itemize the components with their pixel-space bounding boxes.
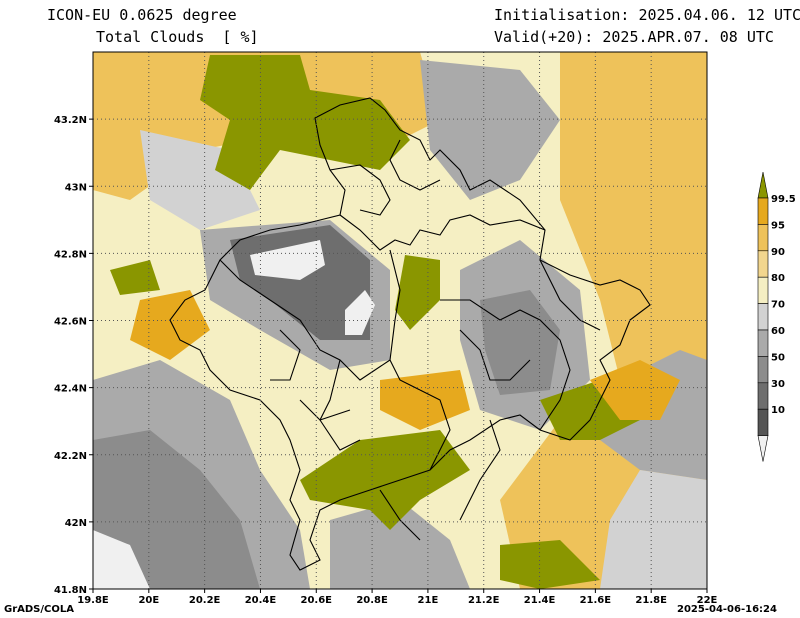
lon-tick-label: 21.2E: [468, 595, 500, 606]
variable-title: Total Clouds [ %]: [96, 28, 259, 46]
colorbar-label: 90: [771, 247, 785, 258]
grid-lines: [93, 52, 707, 589]
lon-tick-label: 21.8E: [635, 595, 667, 606]
initialisation-time: Initialisation: 2025.04.06. 12 UTC: [494, 6, 800, 24]
lat-tick-label: 42.4N: [54, 384, 87, 395]
lon-tick-label: 20.4E: [245, 595, 277, 606]
colorbar-label: 30: [771, 379, 785, 390]
colorbar-segment: [757, 303, 769, 331]
colorbar-label: 60: [771, 326, 785, 337]
lat-tick-label: 43N: [65, 182, 87, 193]
longitude-ticks: 19.8E 20E 20.2E 20.4E 20.6E 20.8E 21E 21.2E 21.4…: [77, 589, 718, 606]
lon-tick-label: 21.6E: [580, 595, 612, 606]
colorbar-label: 95: [771, 220, 785, 231]
latitude-ticks: 43.2N 43N 42.8N 42.6N 42.4N 42.2N 42N 41.8N: [54, 115, 93, 596]
lon-tick-label: 21.4E: [524, 595, 556, 606]
colorbar: 99.5 95 90 80 70 60 50 30 10: [757, 171, 796, 462]
colorbar-label: 50: [771, 352, 785, 363]
colorbar-top-arrow: [757, 171, 769, 199]
cloud-patch-south-olive: [300, 430, 470, 530]
lat-tick-label: 41.8N: [54, 585, 87, 596]
lon-tick-label: 22E: [697, 595, 718, 606]
lat-tick-label: 42N: [65, 518, 87, 529]
lon-tick-label: 21E: [418, 595, 439, 606]
colorbar-label: 80: [771, 273, 785, 284]
colorbar-label: 10: [771, 405, 785, 416]
colorbar-segment: [757, 224, 769, 252]
cloud-field-sw-clear: [93, 530, 150, 589]
cloud-patch-orange-3: [130, 290, 210, 360]
map-area: [93, 52, 707, 589]
lat-tick-label: 43.2N: [54, 115, 87, 126]
cloud-patch-west-olive: [110, 260, 160, 295]
colorbar-label: 70: [771, 300, 785, 311]
cloud-patch-central-olive: [395, 255, 440, 330]
lon-tick-label: 20.6E: [301, 595, 333, 606]
cloud-field-se-grey: [600, 470, 707, 589]
cloud-patch-orange-1: [380, 370, 470, 430]
cloud-field-sw-dark: [93, 430, 260, 589]
model-title: ICON-EU 0.0625 degree: [47, 6, 237, 24]
lon-tick-label: 20E: [138, 595, 159, 606]
cloud-patch-ssw-olive: [500, 540, 600, 589]
lon-tick-label: 20.2E: [189, 595, 221, 606]
lat-tick-label: 42.6N: [54, 317, 87, 328]
cloud-void-1: [250, 240, 325, 280]
cloud-patch-orange-2: [590, 360, 680, 420]
colorbar-segment: [757, 408, 769, 436]
timestamp-label: 2025-04-06-16:24: [677, 604, 777, 615]
valid-time: Valid(+20): 2025.APR.07. 08 UTC: [494, 28, 774, 46]
lat-tick-label: 42.2N: [54, 451, 87, 462]
colorbar-segment: [757, 197, 769, 225]
colorbar-segment: [757, 250, 769, 278]
cloud-patch-north-olive: [200, 55, 410, 190]
colorbar-segment: [757, 356, 769, 384]
colorbar-segment: [757, 382, 769, 410]
colorbar-segment: [757, 329, 769, 357]
cloud-void-2: [345, 290, 375, 335]
lon-tick-label: 19.8E: [77, 595, 109, 606]
lat-tick-label: 42.8N: [54, 249, 87, 260]
colorbar-segment: [757, 276, 769, 304]
credit-label: GrADS/COLA: [4, 604, 74, 615]
colorbar-bottom-arrow: [757, 435, 769, 462]
colorbar-label: 99.5: [771, 194, 796, 205]
lon-tick-label: 20.8E: [356, 595, 388, 606]
